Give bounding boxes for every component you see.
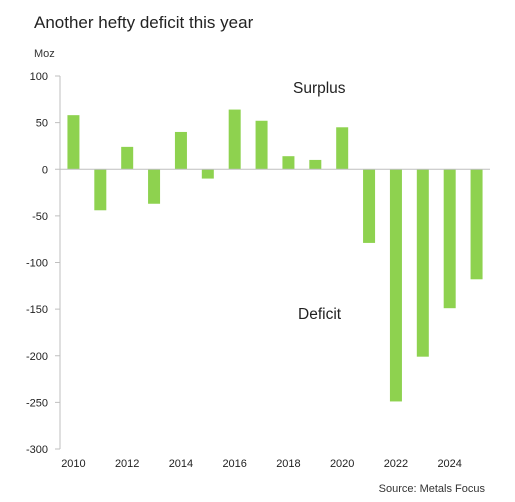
bar-2013 [148, 169, 161, 204]
bar-2011 [94, 169, 107, 211]
x-tick-label: 2016 [222, 458, 246, 470]
bar-2021 [363, 169, 376, 243]
y-tick-label: -200 [26, 351, 48, 363]
y-tick-label: 50 [36, 118, 48, 130]
x-tick-label: 2010 [61, 458, 85, 470]
deficit-annotation: Deficit [298, 306, 342, 323]
chart-title: Another hefty deficit this year [34, 13, 254, 32]
x-tick-label: 2020 [330, 458, 354, 470]
bar-2015 [201, 169, 214, 179]
bar-2018 [282, 156, 295, 170]
bar-2016 [228, 109, 241, 170]
y-tick-label: -300 [26, 444, 48, 456]
source-note: Source: Metals Focus [378, 483, 485, 495]
bar-2014 [174, 131, 187, 170]
bar-2020 [336, 127, 349, 170]
bar-2025 [470, 169, 483, 280]
bar-2024 [443, 169, 456, 309]
bar-2022 [389, 169, 402, 402]
y-tick-label: 100 [30, 71, 48, 83]
y-tick-label: -100 [26, 258, 48, 270]
surplus-annotation: Surplus [293, 80, 346, 97]
x-tick-label: 2014 [169, 458, 193, 470]
y-tick-label: 0 [42, 164, 48, 176]
x-tick-label: 2024 [437, 458, 461, 470]
x-tick-label: 2022 [384, 458, 408, 470]
x-tick-label: 2012 [115, 458, 139, 470]
y-tick-label: -50 [32, 211, 48, 223]
x-tick-label: 2018 [276, 458, 300, 470]
y-tick-label: -150 [26, 304, 48, 316]
y-axis-unit-label: Moz [34, 48, 55, 60]
y-tick-label: -250 [26, 397, 48, 409]
bar-2023 [416, 169, 429, 357]
bar-2010 [67, 115, 80, 170]
bar-2012 [121, 146, 134, 170]
bar-2019 [309, 159, 322, 170]
bar-2017 [255, 120, 268, 170]
